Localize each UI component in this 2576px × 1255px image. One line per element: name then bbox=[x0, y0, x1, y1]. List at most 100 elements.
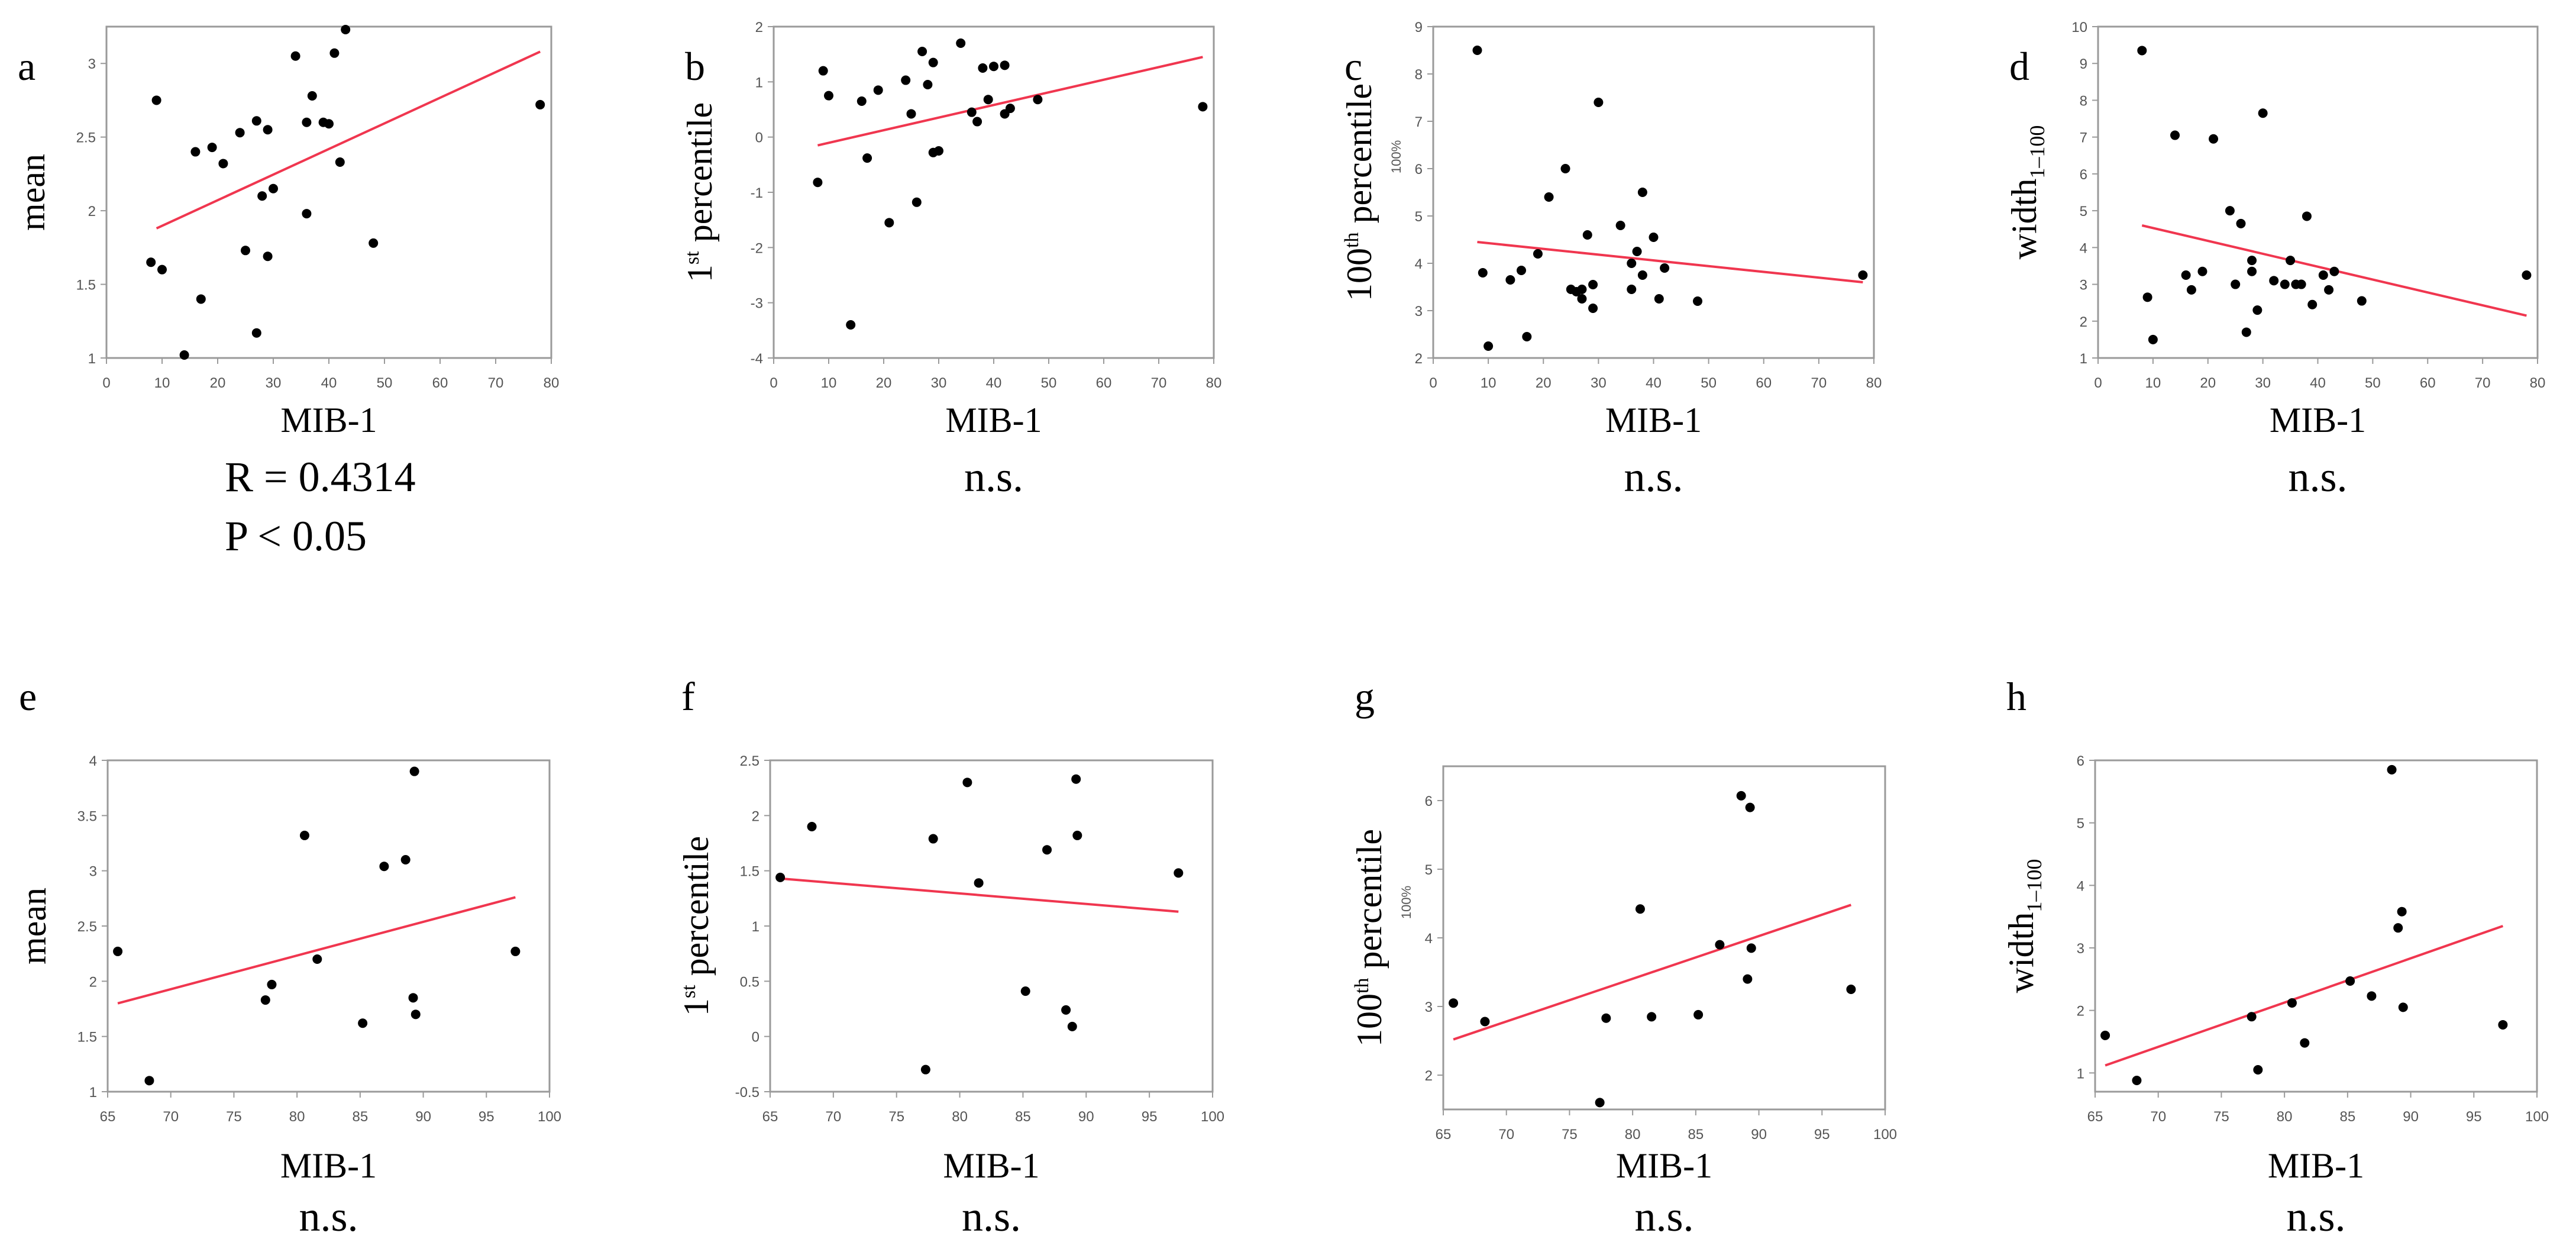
x-tick-label: 80 bbox=[289, 1109, 305, 1125]
x-tick-label: 65 bbox=[2087, 1109, 2103, 1125]
data-point bbox=[2186, 285, 2196, 295]
panel-e: e 65 70 75 80 85 90 95 100 1 1.5 2 2.5 3 3.5 4 MIB-1 mean… bbox=[14, 674, 561, 1240]
x-tick-label: 70 bbox=[488, 375, 504, 391]
data-point bbox=[146, 257, 156, 267]
x-axis-label: MIB-1 bbox=[2270, 401, 2366, 440]
panel-label: d bbox=[2009, 44, 2029, 89]
data-point bbox=[218, 159, 228, 169]
y-tick-label: 1.5 bbox=[77, 1030, 97, 1046]
y-tick-label: 2 bbox=[2080, 314, 2087, 330]
data-point bbox=[901, 75, 911, 85]
plot-frame bbox=[769, 759, 1214, 1093]
regression-line bbox=[780, 877, 1179, 913]
regression-line bbox=[817, 56, 1203, 147]
data-point bbox=[2142, 292, 2152, 302]
x-tick-label: 50 bbox=[1041, 375, 1057, 391]
x-tick-label: 20 bbox=[210, 375, 226, 391]
panel-a: a 0 10 20 30 40 50 60 70 80 1 1.5 2 2.5 3 MIB-1 mean R = … bbox=[13, 24, 559, 560]
data-point bbox=[906, 109, 916, 119]
data-point bbox=[2280, 279, 2290, 289]
data-point bbox=[1632, 247, 1642, 256]
y-label-main: 100 bbox=[1340, 248, 1379, 301]
data-point bbox=[241, 246, 250, 256]
data-point bbox=[1654, 294, 1664, 304]
y-tick-label: 2.5 bbox=[76, 130, 96, 146]
panel-c: c 0 10 20 30 40 50 60 70 80 2 3 4 5 6 7 8 9 MIB-1 100th per… bbox=[1340, 20, 1882, 501]
data-point bbox=[2387, 764, 2397, 775]
data-point bbox=[862, 153, 872, 163]
x-axis-label: MIB-1 bbox=[945, 401, 1042, 440]
y-tick-label: 2 bbox=[2077, 1004, 2084, 1020]
x-tick-label: 60 bbox=[2420, 375, 2436, 391]
y-label-main: width bbox=[2002, 912, 2041, 993]
x-tick-label: 90 bbox=[1751, 1127, 1767, 1143]
y-label-rest: percentile bbox=[680, 102, 719, 251]
panel-label: b bbox=[685, 44, 705, 89]
data-point bbox=[196, 294, 206, 304]
y-tick-label: 0.5 bbox=[740, 974, 759, 990]
x-tick-label: 100 bbox=[2525, 1109, 2549, 1125]
data-point bbox=[2398, 1002, 2408, 1012]
data-point bbox=[251, 116, 261, 126]
y-tick-label: 4 bbox=[1415, 256, 1423, 272]
plot-frame bbox=[2097, 25, 2539, 359]
data-point bbox=[1746, 943, 1756, 953]
data-point bbox=[2181, 270, 2191, 280]
data-point bbox=[409, 766, 419, 776]
x-tick-label: 100 bbox=[1201, 1109, 1224, 1125]
data-point bbox=[1000, 60, 1010, 70]
y-tick-label: 3.5 bbox=[77, 808, 97, 824]
x-tick-label: 40 bbox=[321, 375, 337, 391]
x-tick-label: 65 bbox=[762, 1109, 778, 1125]
data-point bbox=[190, 147, 201, 157]
x-tick-label: 40 bbox=[2310, 375, 2326, 391]
data-point bbox=[1736, 791, 1746, 801]
y-label-main: 100 bbox=[1350, 993, 1389, 1047]
data-point bbox=[2286, 256, 2296, 266]
data-point bbox=[873, 85, 883, 95]
data-point bbox=[535, 99, 545, 109]
x-tick-label: 70 bbox=[826, 1109, 842, 1125]
x-tick-label: 20 bbox=[876, 375, 892, 391]
data-point bbox=[2345, 976, 2355, 986]
y-label-superscript: th bbox=[1341, 233, 1363, 248]
data-point bbox=[1637, 270, 1647, 280]
y-tick-label: 0 bbox=[755, 130, 763, 146]
data-point bbox=[1649, 233, 1659, 242]
data-point bbox=[934, 146, 943, 156]
data-point bbox=[510, 946, 521, 956]
plot-frame bbox=[2094, 759, 2538, 1093]
y-tick-label: 5 bbox=[1425, 862, 1433, 878]
stat-primary: n.s. bbox=[1624, 453, 1683, 501]
x-tick-label: 95 bbox=[479, 1109, 494, 1125]
x-tick-label: 85 bbox=[1688, 1127, 1704, 1143]
data-point bbox=[928, 57, 938, 67]
x-tick-label: 40 bbox=[1646, 375, 1662, 391]
x-tick-label: 60 bbox=[432, 375, 448, 391]
data-point bbox=[1615, 221, 1625, 230]
y-tick-label: 6 bbox=[1415, 162, 1423, 178]
y-label-rest: percentile bbox=[1350, 829, 1389, 978]
x-axis-label: MIB-1 bbox=[943, 1146, 1039, 1185]
panel-f: f 65 70 75 80 85 90 95 100 -0.5 0 0.5 1 1.5 2 2.5 MIB-1 1… bbox=[677, 674, 1224, 1240]
y-label-main: 1 bbox=[680, 264, 719, 282]
y-axis-label: 1st percentile bbox=[677, 836, 716, 1016]
data-point bbox=[257, 191, 267, 201]
data-point bbox=[2324, 285, 2334, 295]
x-tick-label: 70 bbox=[2475, 375, 2491, 391]
y-label-rest: percentile bbox=[677, 836, 716, 985]
y-tick-label: 10 bbox=[2071, 20, 2087, 36]
stat-primary: n.s. bbox=[299, 1193, 358, 1240]
data-point bbox=[2236, 218, 2246, 228]
y-tick-label: 6 bbox=[2077, 753, 2084, 769]
plot-frame bbox=[1432, 25, 1875, 359]
data-point bbox=[917, 47, 927, 56]
y-tick-label: 1 bbox=[88, 351, 96, 367]
data-point bbox=[2269, 276, 2279, 286]
stat-primary: n.s. bbox=[962, 1193, 1021, 1240]
data-point bbox=[1480, 1017, 1490, 1027]
x-tick-label: 80 bbox=[2277, 1109, 2293, 1125]
y-tick-label: 2 bbox=[88, 204, 96, 220]
y-axis-label: 1st percentile bbox=[680, 102, 719, 282]
x-axis-label: MIB-1 bbox=[280, 401, 377, 440]
